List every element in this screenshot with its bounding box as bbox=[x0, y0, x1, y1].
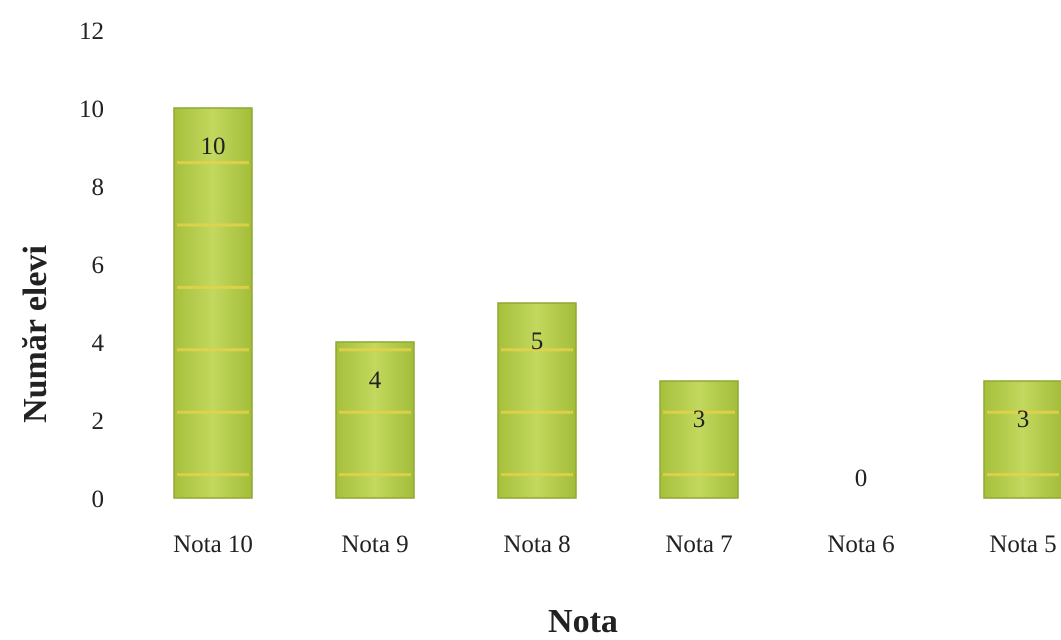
y-tick-label: 12 bbox=[79, 18, 104, 45]
data-label: 3 bbox=[693, 406, 706, 433]
bar-body bbox=[335, 341, 415, 499]
x-tick-label: Nota 5 bbox=[989, 531, 1056, 558]
data-label: 5 bbox=[531, 328, 544, 355]
x-tick-label: Nota 6 bbox=[827, 531, 894, 558]
bar bbox=[659, 380, 739, 499]
bar-body bbox=[659, 380, 739, 499]
data-label: 4 bbox=[369, 367, 382, 394]
data-label: 10 bbox=[201, 133, 226, 160]
y-axis-title: Număr elevi bbox=[17, 245, 54, 423]
bars bbox=[173, 107, 1061, 499]
bar bbox=[335, 341, 415, 499]
bar bbox=[173, 107, 253, 499]
x-axis-title: Nota bbox=[548, 603, 618, 640]
data-label: 0 bbox=[855, 465, 868, 492]
x-tick-label: Nota 8 bbox=[503, 531, 570, 558]
data-label: 3 bbox=[1017, 406, 1030, 433]
y-tick-label: 4 bbox=[92, 330, 105, 357]
y-tick-label: 0 bbox=[92, 486, 105, 513]
y-tick-label: 8 bbox=[92, 174, 105, 201]
x-tick-label: Nota 10 bbox=[173, 531, 253, 558]
y-tick-label: 6 bbox=[92, 252, 105, 279]
y-tick-label: 10 bbox=[79, 96, 104, 123]
bar-body bbox=[173, 107, 253, 499]
y-axis-ticks: 0 2 4 6 8 10 12 bbox=[79, 18, 105, 513]
bar bbox=[497, 302, 577, 499]
y-tick-label: 2 bbox=[92, 408, 105, 435]
bar bbox=[983, 380, 1061, 499]
bar-body bbox=[983, 380, 1061, 499]
x-axis-labels: Nota 10 Nota 9 Nota 8 Nota 7 Nota 6 Nota 5 bbox=[173, 531, 1057, 558]
x-tick-label: Nota 7 bbox=[665, 531, 732, 558]
x-tick-label: Nota 9 bbox=[341, 531, 408, 558]
bar-body bbox=[497, 302, 577, 499]
data-labels: 10 4 5 3 0 3 bbox=[201, 133, 1030, 492]
